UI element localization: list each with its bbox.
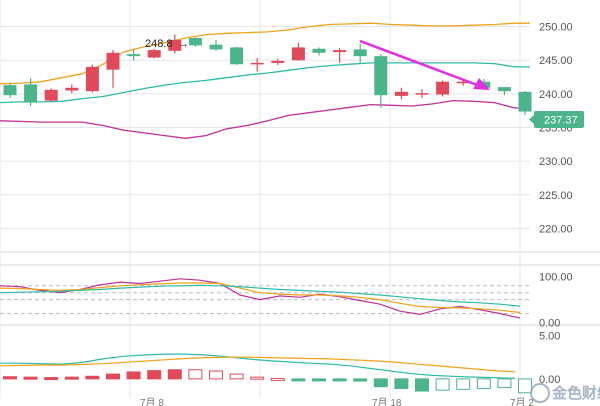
x-tick-label: 7月 18 xyxy=(372,397,402,406)
macd-bar xyxy=(44,377,59,381)
y-tick-label: 220.00 xyxy=(539,223,573,235)
candle-body xyxy=(333,50,347,53)
y-tick-label: 245.00 xyxy=(539,55,573,67)
candle-body xyxy=(250,62,264,65)
watermark-text: 金色财经 xyxy=(551,384,600,402)
macd-bar xyxy=(373,378,388,388)
macd-bar xyxy=(312,378,326,382)
price-panel xyxy=(0,22,532,139)
candle-body xyxy=(353,49,367,57)
macd-bar xyxy=(518,378,532,394)
macd-bar xyxy=(106,373,120,380)
macd-bar xyxy=(147,370,162,380)
macd-bar xyxy=(456,378,471,390)
y-tick-label: 0.00 xyxy=(539,374,560,386)
candle-body xyxy=(456,81,470,84)
candle-body xyxy=(127,54,141,57)
candle-body xyxy=(65,87,79,91)
macd-bar xyxy=(332,378,347,382)
candle-body xyxy=(497,87,511,92)
y-tick-label: 230.00 xyxy=(539,156,573,168)
macd-line-dif xyxy=(0,353,516,379)
macd-bar xyxy=(250,376,265,380)
watermark: 金色财经 xyxy=(530,383,600,403)
candle-body xyxy=(188,37,202,46)
last-price-tag-bg xyxy=(534,111,584,128)
trend-arrow-line xyxy=(359,39,481,88)
x-axis-labels: 7月 8 7月 18 7月 2 xyxy=(140,397,534,406)
candle-body xyxy=(106,52,120,70)
macd-bar xyxy=(23,376,38,380)
candle-body xyxy=(44,89,58,101)
macd-panel xyxy=(0,353,532,394)
candle-body xyxy=(518,91,532,112)
y-tick-label: 100.00 xyxy=(539,272,573,284)
macd-bar xyxy=(415,378,429,392)
candle-body xyxy=(209,44,223,50)
osc-line-k xyxy=(0,278,521,319)
candle-body xyxy=(3,85,17,96)
trend-arrow xyxy=(359,39,490,90)
osc-line-j xyxy=(0,284,521,307)
candle-body xyxy=(312,48,326,53)
high-annotation: 248.8 → xyxy=(145,38,189,50)
x-tick-label: 7月 8 xyxy=(140,397,164,406)
macd-bar xyxy=(497,378,512,389)
last-price-tag: 237.37 xyxy=(529,111,584,128)
candle-body xyxy=(85,66,99,92)
candle-body xyxy=(415,93,429,95)
macd-bar xyxy=(188,369,203,380)
trend-arrow-head xyxy=(473,78,490,90)
macd-bar xyxy=(291,378,306,382)
y-tick-label: 240.00 xyxy=(539,89,573,101)
watermark-logo-icon xyxy=(530,383,550,403)
y-tick-label: 250.00 xyxy=(539,22,573,34)
candle-body xyxy=(271,60,285,63)
candle-body xyxy=(24,84,38,103)
macd-bar xyxy=(229,373,244,380)
candle-body xyxy=(291,47,305,61)
macd-bar xyxy=(167,369,182,380)
candle-body xyxy=(374,56,388,96)
macd-bar xyxy=(126,371,141,380)
macd-bar xyxy=(270,377,285,381)
y-tick-label: 225.00 xyxy=(539,190,573,202)
candle-body xyxy=(394,91,408,96)
y-tick-label: 5.00 xyxy=(539,330,560,342)
candle-body xyxy=(436,81,450,95)
macd-bar xyxy=(476,378,491,389)
macd-bar xyxy=(435,378,450,391)
macd-bar xyxy=(209,370,223,380)
band-line-lower xyxy=(0,99,530,139)
band-line-middle xyxy=(0,62,530,104)
candle-body xyxy=(147,50,161,58)
macd-bar xyxy=(353,378,368,382)
osc-line-d xyxy=(0,282,521,314)
macd-bar xyxy=(85,375,100,380)
high-price-arrow: → xyxy=(178,38,189,50)
x-tick-label: 7月 2 xyxy=(510,397,534,406)
y-axis-labels: 250.00245.00240.00235.00230.00225.00220.… xyxy=(539,22,573,386)
oscillator-panel xyxy=(0,278,530,319)
macd-bar xyxy=(64,376,79,380)
candle-body xyxy=(230,47,244,65)
macd-line-dea xyxy=(0,356,516,373)
y-tick-label: 0.00 xyxy=(539,318,560,330)
macd-bar xyxy=(3,376,17,380)
last-price-tag-tip xyxy=(529,115,534,124)
macd-bar xyxy=(394,378,409,389)
candle-body xyxy=(168,40,182,51)
last-price-value: 237.37 xyxy=(544,115,578,127)
high-price-label: 248.8 xyxy=(145,38,173,50)
